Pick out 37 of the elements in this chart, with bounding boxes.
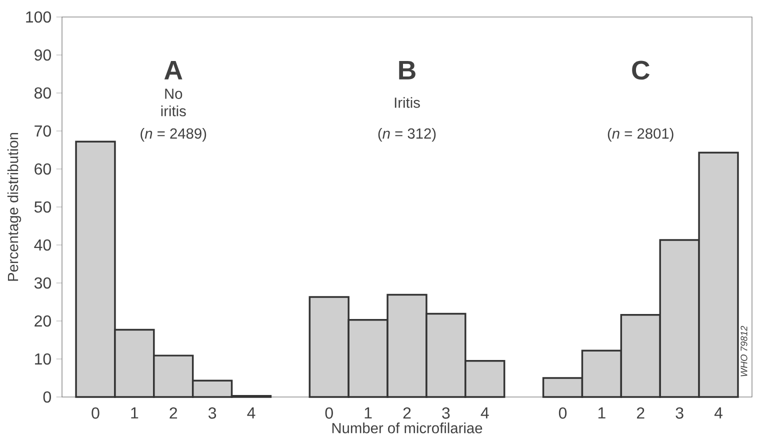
x-tick-label: 2 bbox=[403, 407, 411, 419]
annotation: WHO 79812 bbox=[740, 326, 748, 376]
annotation: (n = 312) bbox=[378, 128, 436, 142]
x-tick-label: 4 bbox=[480, 407, 489, 418]
annotation: B bbox=[399, 61, 416, 80]
x-tick-label: 2 bbox=[170, 407, 178, 419]
annotation: (n = 2801) bbox=[608, 128, 674, 142]
x-axis-title: Number of microfilariae bbox=[332, 422, 482, 434]
y-tick-label: 20 bbox=[34, 315, 51, 327]
x-tick-label: 4 bbox=[714, 407, 722, 418]
x-tick-label: 3 bbox=[208, 407, 216, 419]
x-tick-label: 3 bbox=[676, 407, 684, 419]
annotation: Iritis bbox=[394, 97, 420, 108]
x-tick-label: 2 bbox=[636, 407, 644, 419]
x-tick-label: 1 bbox=[598, 407, 606, 418]
annotation: No iritis bbox=[161, 88, 186, 116]
annotation: C bbox=[632, 60, 650, 80]
y-tick-label: 80 bbox=[34, 87, 51, 99]
x-tick-label: 3 bbox=[442, 407, 450, 419]
annotation: A bbox=[164, 61, 182, 80]
y-tick-label: 100 bbox=[26, 11, 51, 23]
y-axis-title: Percentage distribution bbox=[7, 132, 22, 281]
y-tick-label: 90 bbox=[34, 49, 51, 61]
x-tick-label: 0 bbox=[325, 407, 333, 419]
y-tick-label: 0 bbox=[43, 391, 51, 403]
x-tick-label: 4 bbox=[247, 407, 256, 418]
y-tick-label: 60 bbox=[34, 163, 51, 175]
y-tick-label: 40 bbox=[34, 239, 51, 251]
x-tick-label: 0 bbox=[92, 407, 100, 419]
annotation: (n = 2489) bbox=[140, 128, 206, 142]
y-tick-label: 30 bbox=[34, 277, 51, 289]
y-tick-label: 10 bbox=[35, 353, 51, 365]
x-tick-label: 0 bbox=[558, 407, 567, 419]
y-tick-label: 70 bbox=[34, 125, 51, 137]
x-tick-label: 1 bbox=[364, 407, 372, 418]
y-tick-label: 50 bbox=[34, 201, 51, 213]
x-tick-label: 1 bbox=[131, 407, 138, 418]
